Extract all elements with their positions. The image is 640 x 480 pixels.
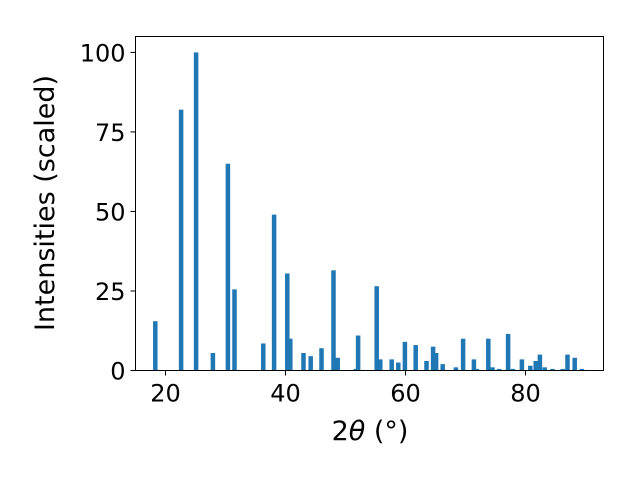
bar xyxy=(505,333,511,371)
bar xyxy=(308,356,313,371)
plot-frame xyxy=(135,36,604,371)
bar xyxy=(319,348,324,371)
bar xyxy=(355,335,361,371)
x-ticks: 20 40 60 80 xyxy=(150,370,541,408)
bar xyxy=(288,338,293,371)
bar xyxy=(474,368,480,371)
bar xyxy=(301,353,306,371)
bar xyxy=(353,368,358,371)
bar xyxy=(331,270,336,371)
x-tick-label: 20 xyxy=(150,380,181,408)
y-ticks: 0 25 50 75 100 xyxy=(80,39,136,386)
bar xyxy=(453,367,459,371)
bar xyxy=(271,214,277,371)
bar xyxy=(389,359,394,371)
bar xyxy=(378,359,383,371)
x-tick-label: 60 xyxy=(390,380,421,408)
bar xyxy=(496,368,502,371)
bars-group xyxy=(153,52,585,371)
bar xyxy=(402,341,408,371)
x-tick-label: 40 xyxy=(270,380,301,408)
bar xyxy=(413,345,418,371)
bar xyxy=(533,360,538,371)
bar xyxy=(572,357,577,371)
y-tick-label: 25 xyxy=(95,278,126,306)
bar xyxy=(396,362,401,371)
y-tick-label: 0 xyxy=(110,358,125,386)
bar xyxy=(225,163,231,371)
bar xyxy=(528,365,533,371)
bar xyxy=(579,368,585,371)
bar xyxy=(460,338,466,371)
y-axis-label: Intensities (scaled) xyxy=(30,75,61,331)
bar xyxy=(542,367,547,371)
bar xyxy=(285,273,290,371)
y-tick-label: 50 xyxy=(95,198,126,226)
bar xyxy=(232,289,237,371)
bar xyxy=(424,360,429,371)
bar xyxy=(550,368,555,371)
bar xyxy=(433,353,439,371)
bar xyxy=(490,367,495,371)
bar xyxy=(440,364,445,371)
bar xyxy=(486,338,491,371)
bar xyxy=(193,52,199,371)
y-tick-label: 75 xyxy=(95,119,126,147)
bar xyxy=(335,357,340,371)
y-tick-label: 100 xyxy=(80,39,126,67)
bar xyxy=(565,354,570,371)
x-tick-label: 80 xyxy=(510,380,541,408)
bar xyxy=(261,343,266,371)
bar xyxy=(374,286,379,371)
bar xyxy=(510,368,516,371)
bar xyxy=(153,321,158,371)
x-axis-label: 2θ (°) xyxy=(332,416,409,447)
bar xyxy=(430,346,436,371)
bar xyxy=(519,359,525,371)
bar xyxy=(178,109,184,371)
bar xyxy=(471,359,477,371)
bar xyxy=(560,368,565,371)
bar xyxy=(210,353,216,371)
bar xyxy=(537,354,543,371)
